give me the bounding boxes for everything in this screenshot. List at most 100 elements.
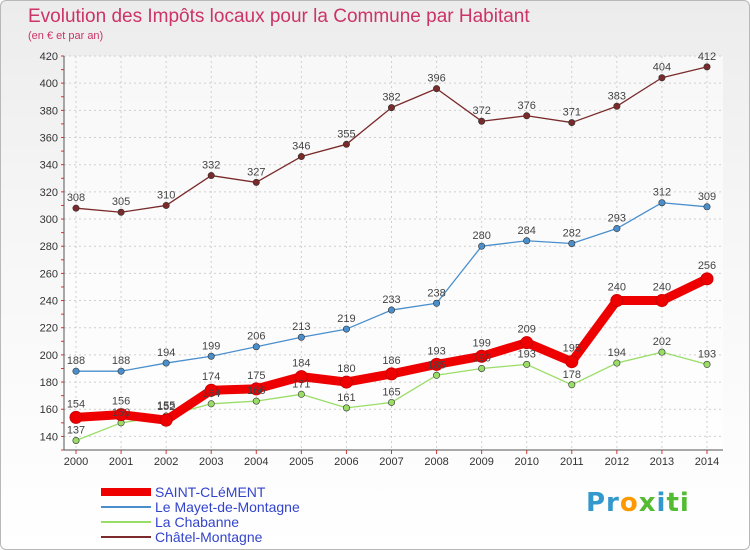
logo-part: x bbox=[638, 488, 657, 518]
x-tick-label: 2009 bbox=[469, 456, 493, 468]
y-tick-label: 280 bbox=[40, 241, 58, 253]
y-tick-label: 140 bbox=[40, 431, 58, 443]
data-label: 194 bbox=[608, 347, 626, 359]
x-tick-label: 2012 bbox=[605, 456, 629, 468]
data-label: 199 bbox=[202, 340, 220, 352]
data-point bbox=[339, 375, 353, 389]
plot-area bbox=[64, 56, 723, 450]
data-point bbox=[204, 383, 218, 397]
data-point bbox=[568, 239, 576, 247]
data-point bbox=[613, 359, 621, 367]
data-point bbox=[433, 299, 441, 307]
data-label: 193 bbox=[698, 348, 716, 360]
data-point bbox=[297, 153, 305, 161]
x-tick-label: 2006 bbox=[334, 456, 358, 468]
data-label: 161 bbox=[337, 392, 355, 404]
legend-label: La Chabanne bbox=[155, 514, 240, 530]
data-label: 171 bbox=[292, 378, 310, 390]
x-tick-label: 2002 bbox=[154, 456, 178, 468]
data-label: 165 bbox=[382, 386, 400, 398]
data-label: 309 bbox=[698, 191, 716, 203]
data-label: 152 bbox=[157, 401, 175, 413]
data-point bbox=[117, 367, 125, 375]
data-point bbox=[658, 74, 666, 82]
logo-part: o bbox=[619, 488, 639, 518]
data-point bbox=[342, 404, 350, 412]
data-point bbox=[433, 85, 441, 93]
data-label: 195 bbox=[563, 343, 581, 355]
data-point bbox=[252, 397, 260, 405]
y-tick-label: 400 bbox=[40, 78, 58, 90]
y-tick-label: 180 bbox=[40, 377, 58, 389]
y-tick-label: 380 bbox=[40, 105, 58, 117]
data-label: 206 bbox=[247, 331, 265, 343]
data-label: 188 bbox=[67, 355, 85, 367]
data-point bbox=[249, 382, 263, 396]
x-tick-label: 2005 bbox=[289, 456, 313, 468]
data-point bbox=[610, 294, 624, 308]
data-label: 240 bbox=[653, 282, 671, 294]
data-point bbox=[342, 140, 350, 148]
data-label: 293 bbox=[608, 213, 626, 225]
legend-swatch bbox=[101, 488, 151, 496]
data-label: 312 bbox=[653, 187, 671, 199]
data-label: 209 bbox=[518, 324, 536, 336]
x-tick-label: 2007 bbox=[379, 456, 403, 468]
data-label: 199 bbox=[472, 337, 490, 349]
data-point bbox=[72, 204, 80, 212]
data-point bbox=[207, 172, 215, 180]
legend-swatch bbox=[101, 521, 151, 523]
y-tick-label: 220 bbox=[40, 323, 58, 335]
data-label: 238 bbox=[427, 287, 445, 299]
data-point bbox=[387, 104, 395, 112]
data-point bbox=[520, 336, 534, 350]
data-point bbox=[565, 355, 579, 369]
data-label: 327 bbox=[247, 166, 265, 178]
data-label: 396 bbox=[427, 73, 445, 85]
data-point bbox=[385, 367, 398, 381]
data-label: 332 bbox=[202, 160, 220, 172]
data-label: 202 bbox=[653, 336, 671, 348]
data-label: 188 bbox=[112, 355, 130, 367]
legend-swatch bbox=[101, 536, 151, 538]
x-tick-label: 2003 bbox=[199, 456, 223, 468]
y-tick-label: 300 bbox=[40, 214, 58, 226]
data-label: 137 bbox=[67, 424, 85, 436]
data-label: 355 bbox=[337, 128, 355, 140]
data-point bbox=[117, 208, 125, 216]
data-label: 185 bbox=[427, 359, 445, 371]
data-label: 240 bbox=[608, 282, 626, 294]
data-point bbox=[523, 360, 531, 368]
y-tick-label: 420 bbox=[40, 51, 58, 63]
y-tick-label: 260 bbox=[40, 268, 58, 280]
x-tick-label: 2010 bbox=[514, 456, 538, 468]
data-point bbox=[252, 343, 260, 351]
data-label: 156 bbox=[112, 396, 130, 408]
data-label: 219 bbox=[337, 313, 355, 325]
legend-label: Châtel-Montagne bbox=[155, 529, 263, 545]
data-label: 186 bbox=[382, 355, 400, 367]
data-label: 372 bbox=[472, 105, 490, 117]
data-point bbox=[430, 357, 444, 371]
data-label: 193 bbox=[518, 348, 536, 360]
data-label: 174 bbox=[202, 371, 220, 383]
data-point bbox=[475, 349, 489, 363]
data-point bbox=[655, 294, 669, 308]
data-label: 310 bbox=[157, 189, 175, 201]
y-tick-label: 320 bbox=[40, 187, 58, 199]
data-point bbox=[613, 102, 621, 110]
y-tick-label: 340 bbox=[40, 160, 58, 172]
data-point bbox=[69, 410, 83, 424]
legend-label: SAINT-CLéMENT bbox=[155, 484, 266, 500]
data-label: 193 bbox=[427, 345, 445, 357]
x-tick-label: 2000 bbox=[64, 456, 88, 468]
logo-part: Pr bbox=[586, 488, 620, 518]
data-point bbox=[387, 398, 395, 406]
data-label: 383 bbox=[608, 90, 626, 102]
data-label: 371 bbox=[563, 107, 581, 119]
data-label: 154 bbox=[67, 398, 85, 410]
y-tick-label: 200 bbox=[40, 350, 58, 362]
data-point bbox=[297, 333, 305, 341]
legend-swatch bbox=[101, 506, 151, 508]
